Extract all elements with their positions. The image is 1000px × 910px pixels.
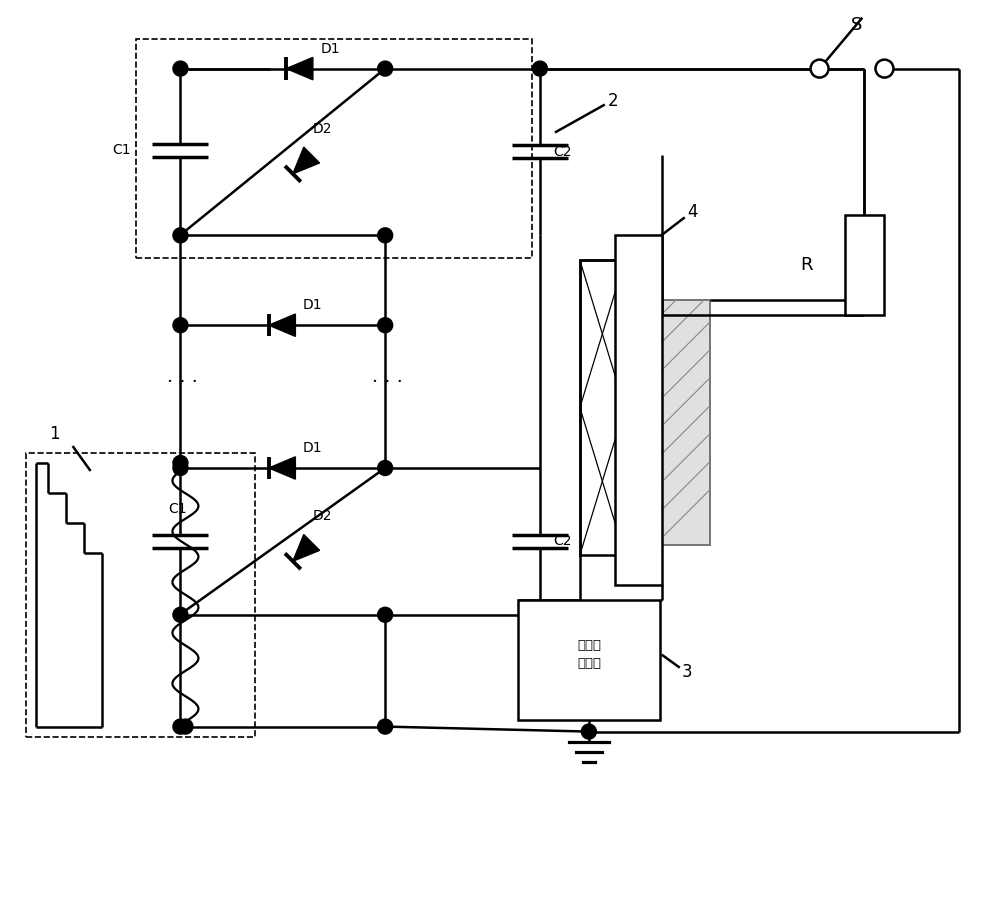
Circle shape [378,61,393,76]
Text: C2: C2 [553,534,571,549]
Circle shape [378,318,393,333]
Text: 3: 3 [682,662,692,681]
Circle shape [173,607,188,622]
Circle shape [378,719,393,734]
Text: D1: D1 [303,441,322,455]
Text: C2: C2 [553,145,571,159]
Polygon shape [293,534,320,561]
Circle shape [378,228,393,243]
Bar [655,300,710,545]
Text: S: S [851,15,863,34]
Bar [580,260,625,555]
Polygon shape [269,457,295,480]
Circle shape [875,59,893,77]
Circle shape [178,719,193,734]
Circle shape [581,724,596,739]
Text: D2: D2 [313,122,332,136]
Text: D1: D1 [320,42,340,56]
Circle shape [173,460,188,475]
Circle shape [173,456,188,470]
Text: · · ·: · · · [167,373,198,391]
Circle shape [173,318,188,333]
Bar [615,236,662,585]
Circle shape [532,61,547,76]
Polygon shape [269,314,295,337]
Text: R: R [800,257,813,274]
Bar [518,600,660,720]
Text: 电流测
量电路: 电流测 量电路 [577,639,601,670]
Polygon shape [293,147,320,174]
Text: D2: D2 [313,510,332,523]
Circle shape [173,61,188,76]
Circle shape [173,719,188,734]
Circle shape [811,59,829,77]
Circle shape [378,460,393,475]
Bar [26,453,255,736]
Text: 2: 2 [608,92,618,109]
Text: D1: D1 [303,298,322,312]
Text: 1: 1 [49,425,59,443]
Polygon shape [286,57,313,80]
Text: 4: 4 [688,203,698,221]
Bar [136,38,532,258]
Text: C1: C1 [112,144,131,157]
Text: · · ·: · · · [372,373,403,391]
Circle shape [173,228,188,243]
Circle shape [378,607,393,622]
Text: C1: C1 [168,502,187,516]
Bar [845,216,884,315]
